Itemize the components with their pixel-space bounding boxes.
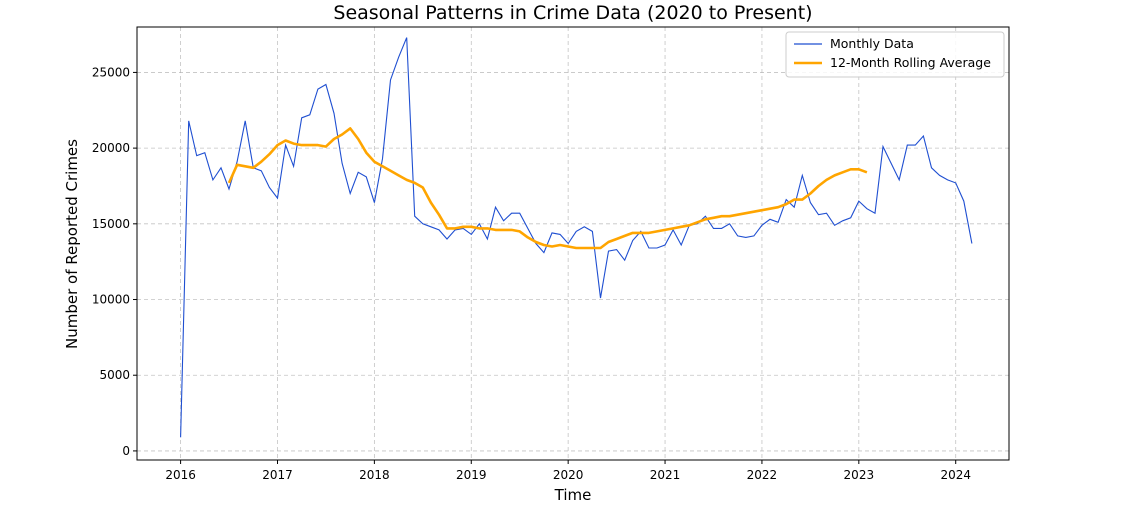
x-tick-label: 2020 bbox=[553, 468, 584, 482]
y-tick-label: 25000 bbox=[92, 65, 130, 79]
grid bbox=[137, 27, 1009, 460]
legend-box bbox=[785, 31, 1005, 78]
series-line-monthly-data bbox=[180, 37, 973, 438]
chart-title: Seasonal Patterns in Crime Data (2020 to… bbox=[333, 2, 812, 24]
y-tick-label: 5000 bbox=[99, 368, 130, 382]
y-axis-label: Number of Reported Crimes bbox=[63, 139, 81, 349]
y-tick-label: 10000 bbox=[92, 293, 130, 307]
x-tick-label: 2024 bbox=[940, 468, 971, 482]
x-tick-label: 2019 bbox=[456, 468, 487, 482]
x-axis: 2016 2017 2018 2019 2020 2021 2022 2023 2024 bbox=[165, 460, 971, 482]
legend: Monthly Data 12-Month Rolling Average bbox=[785, 31, 1005, 78]
series-line-rolling-average bbox=[227, 127, 868, 250]
x-axis-label: Time bbox=[554, 486, 592, 504]
y-tick-label: 0 bbox=[122, 444, 130, 458]
x-tick-label: 2017 bbox=[262, 468, 293, 482]
legend-label-monthly-data: Monthly Data bbox=[830, 36, 914, 51]
legend-label-rolling-average: 12-Month Rolling Average bbox=[830, 55, 991, 70]
y-tick-label: 20000 bbox=[92, 141, 130, 155]
x-tick-label: 2023 bbox=[844, 468, 875, 482]
x-tick-label: 2022 bbox=[747, 468, 778, 482]
y-axis: 0 5000 10000 15000 20000 25000 bbox=[92, 65, 137, 458]
y-tick-label: 15000 bbox=[92, 217, 130, 231]
x-tick-label: 2021 bbox=[650, 468, 681, 482]
plot-frame bbox=[136, 26, 1010, 461]
x-tick-label: 2018 bbox=[359, 468, 390, 482]
x-tick-label: 2016 bbox=[165, 468, 196, 482]
